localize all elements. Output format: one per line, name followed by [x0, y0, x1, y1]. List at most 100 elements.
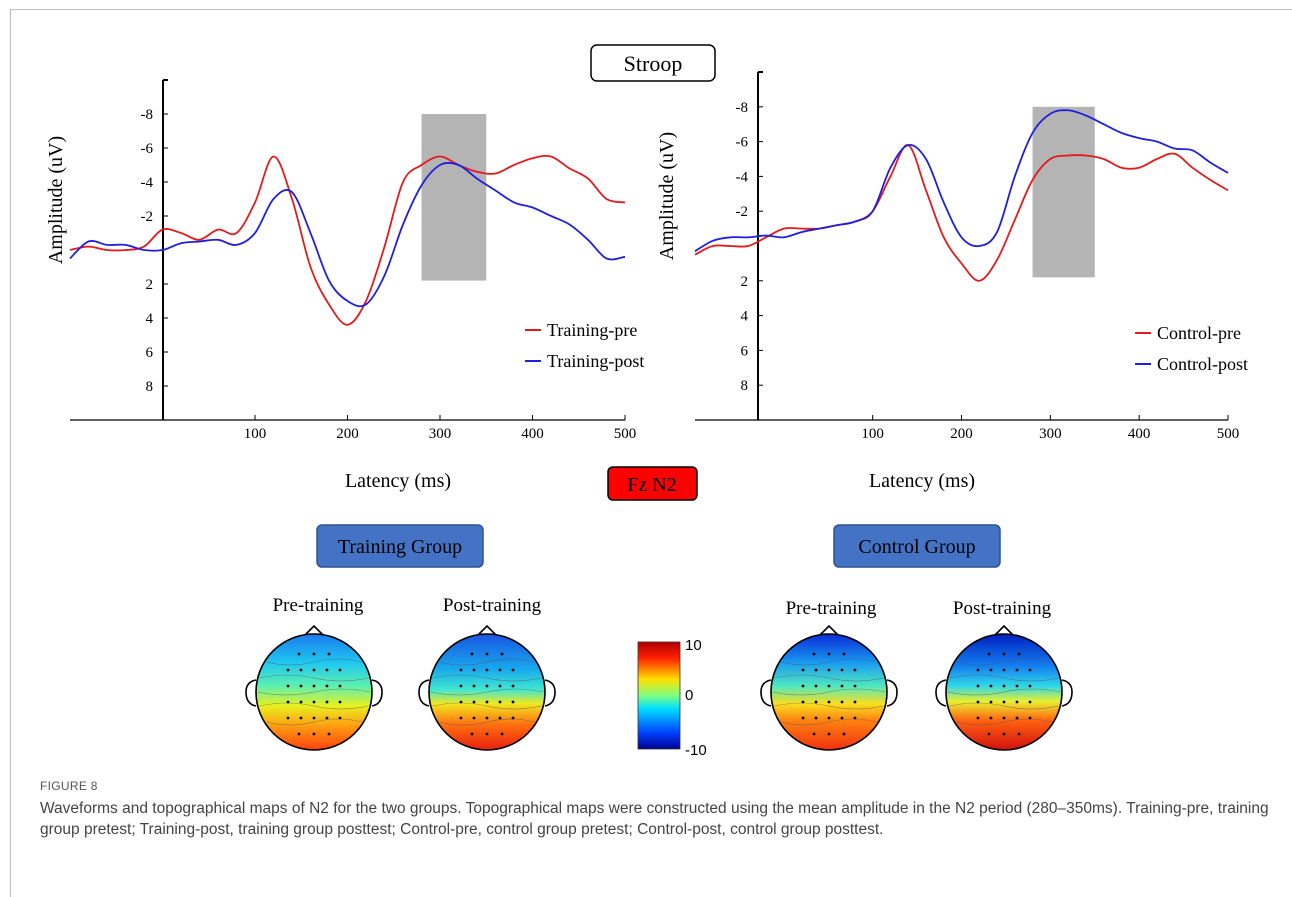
control-waveform-chart: -8 -6 -4 -2 2 4 6 8 100 200 300 400 500 Amplitude (uV… — [656, 71, 1248, 442]
series-line-control-pre — [694, 144, 1229, 282]
electrode-dot — [325, 684, 329, 688]
electrode-dot — [459, 716, 463, 720]
y-axis-label: Amplitude (uV) — [45, 136, 67, 264]
electrode-dot — [1015, 668, 1019, 672]
legend-label: Control-post — [1157, 354, 1248, 374]
electrode-dot — [840, 700, 844, 704]
control-group-label: Control Group — [858, 536, 975, 558]
electrode-dot — [976, 684, 980, 688]
electrode-dot — [299, 700, 303, 704]
electrode-dot — [853, 684, 857, 688]
electrode-dot — [297, 732, 301, 736]
x-tick-label: 100 — [861, 426, 884, 442]
n2-window-shading — [1032, 106, 1095, 278]
electrode-dot — [976, 668, 980, 672]
electrode-dot — [801, 668, 805, 672]
series-line-training-pre — [69, 154, 626, 326]
y-tick-label: -6 — [736, 135, 749, 151]
electrode-dot — [500, 732, 504, 736]
training-group-label: Training Group — [338, 536, 462, 558]
electrode-dot — [853, 668, 857, 672]
electrode-dot — [485, 668, 489, 672]
electrode-dot — [327, 732, 331, 736]
y-tick-label: 6 — [146, 345, 154, 361]
y-axis-label: Amplitude (uV) — [656, 132, 678, 260]
figure-caption: Waveforms and topographical maps of N2 f… — [40, 800, 1269, 838]
electrode-dot — [485, 732, 489, 736]
y-tick-label: -2 — [736, 204, 749, 220]
contour-line — [432, 702, 542, 710]
control-post-map-title: Post-training — [953, 598, 1052, 619]
training-xlabel: Latency (ms) — [345, 470, 451, 492]
electrode-dot — [801, 716, 805, 720]
electrode-dot — [827, 716, 831, 720]
legend-label: Training-post — [547, 351, 644, 371]
topo-training-post — [418, 624, 556, 751]
electrode-dot — [1028, 700, 1032, 704]
electrode-dot — [500, 652, 504, 656]
ear-left — [935, 679, 947, 707]
training-post-map-title: Post-training — [443, 595, 542, 616]
nose — [477, 624, 497, 636]
electrode-dot — [312, 652, 316, 656]
electrode-dot — [1002, 716, 1006, 720]
electrode-dot — [1002, 700, 1006, 704]
electrode-dot — [286, 668, 290, 672]
electrode-dot — [338, 700, 342, 704]
electrode-dot — [511, 716, 515, 720]
electrode-dot — [312, 700, 316, 704]
electrode-dot — [853, 700, 857, 704]
electrode-dot — [472, 668, 476, 672]
electrode-dot — [827, 684, 831, 688]
y-tick-label: 4 — [146, 311, 154, 327]
figure-frame-left — [10, 9, 11, 897]
electrode-dot — [840, 668, 844, 672]
electrode-dot — [814, 700, 818, 704]
y-tick-label: 6 — [741, 343, 749, 359]
electrode-dot — [498, 668, 502, 672]
x-tick-label: 100 — [244, 426, 267, 442]
electrode-dot — [801, 700, 805, 704]
electrode-dot — [511, 684, 515, 688]
electrode-dot — [842, 652, 846, 656]
stroop-title-box: Stroop — [590, 44, 716, 82]
electrode-dot — [472, 684, 476, 688]
electrode-dot — [485, 716, 489, 720]
electrode-dot — [470, 732, 474, 736]
electrode-dot — [976, 700, 980, 704]
electrode-dot — [801, 684, 805, 688]
x-tick-label: 500 — [614, 426, 637, 442]
ear-right — [371, 679, 383, 707]
electrode-dot — [1028, 716, 1032, 720]
contour-line — [257, 688, 371, 696]
contour-line — [439, 658, 535, 666]
electrode-dot — [299, 716, 303, 720]
control-group-box: Control Group — [833, 524, 1001, 568]
contour-line — [947, 688, 1061, 696]
electrode-dot — [299, 668, 303, 672]
n2-window-shading — [421, 114, 487, 281]
electrode-dot — [286, 716, 290, 720]
electrode-dot — [1017, 652, 1021, 656]
colorbar-tick-max: 10 — [685, 637, 702, 654]
electrode-dot — [472, 700, 476, 704]
colorbar-tick-min: -10 — [685, 742, 707, 759]
electrode-dot — [511, 668, 515, 672]
electrode-dot — [498, 700, 502, 704]
electrode-dot — [338, 716, 342, 720]
electrode-dot — [1002, 732, 1006, 736]
legend-label: Control-pre — [1157, 323, 1241, 343]
contour-line — [949, 702, 1059, 710]
figure-frame-top — [10, 9, 1292, 10]
electrode-dot — [498, 684, 502, 688]
electrode-dot — [312, 732, 316, 736]
electrode-dot — [1028, 668, 1032, 672]
y-tick-label: -8 — [736, 100, 749, 116]
contour-line — [774, 674, 884, 682]
x-tick-label: 200 — [336, 426, 359, 442]
ear-left — [245, 679, 257, 707]
ear-right — [886, 679, 898, 707]
colorbar-tick-zero: 0 — [685, 687, 693, 704]
y-tick-label: -4 — [736, 169, 749, 185]
electrode-dot — [325, 668, 329, 672]
